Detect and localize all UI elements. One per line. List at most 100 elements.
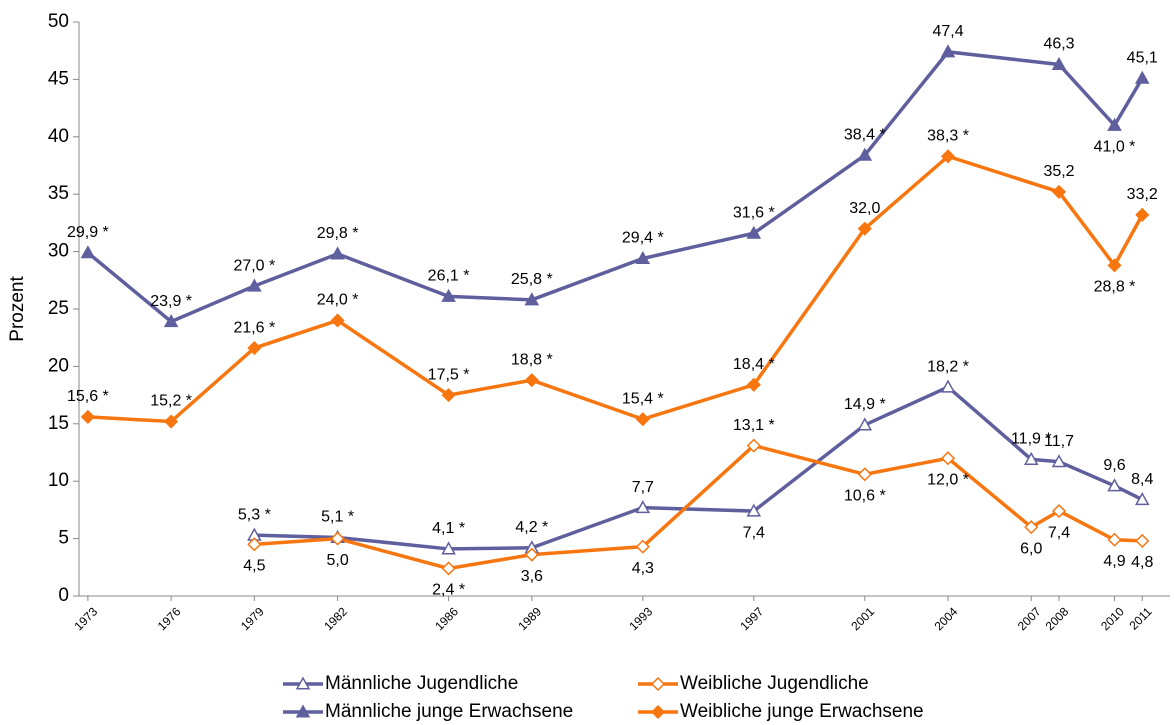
data-point <box>940 44 956 58</box>
x-tick-label: 1973 <box>71 604 100 633</box>
data-label: 38,4 * <box>844 126 886 143</box>
data-point <box>164 414 179 429</box>
data-point <box>857 467 872 482</box>
legend-label: Männliche Jugendliche <box>325 673 518 694</box>
data-point <box>1051 184 1067 199</box>
data-point <box>330 531 345 546</box>
data-label: 41,0 * <box>1094 139 1136 156</box>
legend-item: Männliche Jugendliche <box>283 673 518 694</box>
data-point <box>441 388 456 403</box>
y-tick-label: 10 <box>48 470 69 491</box>
data-point <box>940 149 956 164</box>
x-tick-label: 2008 <box>1043 604 1072 633</box>
y-tick-label: 50 <box>48 11 69 32</box>
data-label: 4,5 <box>243 558 265 575</box>
data-label: 35,2 <box>1043 163 1074 180</box>
data-label: 18,8 * <box>511 351 553 368</box>
data-point <box>1135 533 1150 548</box>
data-label: 14,9 * <box>844 396 886 413</box>
data-point <box>247 278 262 292</box>
x-tick-label: 2004 <box>932 604 961 633</box>
data-point <box>80 245 96 259</box>
series-line <box>254 385 1144 551</box>
data-point <box>441 561 456 576</box>
y-tick-label: 15 <box>48 413 69 434</box>
y-axis-title: Prozent <box>7 276 28 342</box>
data-label: 18,2 * <box>927 358 969 375</box>
data-label: 13,1 * <box>733 417 775 434</box>
data-point <box>80 409 95 424</box>
data-label: 5,0 <box>326 552 348 569</box>
x-tick-label: 1979 <box>238 604 267 633</box>
data-label: 8,4 <box>1131 471 1153 488</box>
y-tick-label: 5 <box>58 528 69 549</box>
data-point <box>1134 70 1150 84</box>
data-point <box>1051 503 1067 519</box>
data-point <box>746 438 761 453</box>
x-tick-label: 2007 <box>1015 604 1044 633</box>
data-point <box>247 537 262 552</box>
data-label: 29,8 * <box>317 225 359 242</box>
data-point <box>441 541 456 555</box>
data-point <box>524 547 539 562</box>
x-tick-label: 2001 <box>848 604 877 633</box>
data-label: 31,6 * <box>733 204 775 221</box>
y-tick-label: 35 <box>48 183 69 204</box>
legend-marker <box>650 704 666 720</box>
data-point <box>940 379 956 393</box>
x-tick-label: 1986 <box>432 604 461 633</box>
data-point <box>330 246 345 260</box>
data-point <box>1107 258 1122 273</box>
data-label: 45,1 <box>1127 49 1158 66</box>
data-label: 5,3 * <box>238 506 271 523</box>
data-point <box>857 221 872 236</box>
y-tick-label: 30 <box>48 241 69 262</box>
series-line <box>86 50 1144 324</box>
data-label: 2,4 * <box>432 582 465 599</box>
data-label: 32,0 <box>849 200 880 217</box>
x-tick-label: 1989 <box>515 604 544 633</box>
data-label: 46,3 <box>1043 36 1074 53</box>
y-tick-label: 25 <box>48 298 69 319</box>
series-line <box>254 443 1143 571</box>
data-label: 7,7 <box>632 479 654 496</box>
x-tick-label: 1976 <box>155 604 184 633</box>
x-tick-label: 2011 <box>1126 604 1154 632</box>
data-label: 4,8 <box>1131 554 1153 571</box>
legend-marker <box>295 676 311 690</box>
data-label: 12,0 * <box>927 471 969 488</box>
data-point <box>1051 454 1067 468</box>
y-tick-label: 0 <box>58 585 69 606</box>
y-tick-label: 45 <box>48 68 69 89</box>
data-point <box>746 225 762 239</box>
data-point <box>1134 492 1150 506</box>
data-label: 4,1 * <box>432 520 465 537</box>
data-point <box>247 340 262 356</box>
x-tick-label: 2010 <box>1098 604 1127 633</box>
data-point <box>635 250 651 265</box>
data-point <box>857 417 873 431</box>
data-point <box>940 451 956 466</box>
data-label: 10,6 * <box>844 488 886 505</box>
legend-label: Weibliche Jugendliche <box>680 673 869 694</box>
legend-marker <box>650 676 666 692</box>
data-label: 23,9 * <box>150 293 192 310</box>
data-label: 17,5 * <box>428 366 470 383</box>
data-label: 24,0 * <box>317 292 359 309</box>
data-label: 11,9 * <box>1011 431 1052 448</box>
data-point <box>1023 451 1039 465</box>
data-label: 5,1 * <box>321 509 354 526</box>
data-label: 3,6 <box>521 568 543 585</box>
data-label: 7,4 <box>1048 524 1070 541</box>
data-point <box>857 147 873 161</box>
data-point <box>1051 56 1067 71</box>
data-label: 18,4 * <box>733 356 775 373</box>
data-point <box>746 377 761 392</box>
data-label: 27,0 * <box>233 257 275 274</box>
legend-item: Weibliche Jugendliche <box>638 673 869 694</box>
data-point <box>1135 207 1150 222</box>
y-tick-label: 20 <box>48 355 69 376</box>
data-label: 15,6 * <box>67 388 109 405</box>
data-label: 7,4 <box>743 524 765 541</box>
